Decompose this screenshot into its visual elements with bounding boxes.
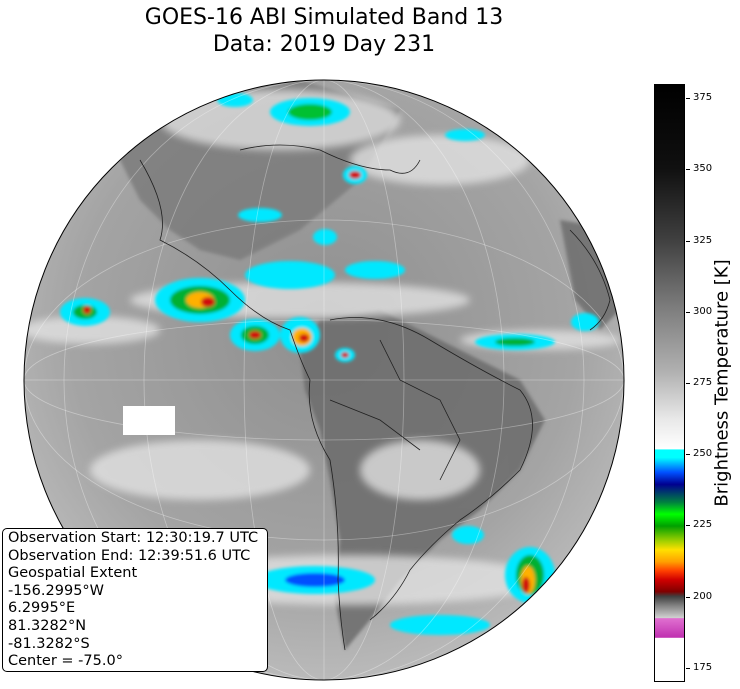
colorbar-tick-label: 175 <box>693 661 713 673</box>
obs-end-text: Observation End: 12:39:51.6 UTC <box>8 547 251 564</box>
colorbar-tick-label: 275 <box>693 377 713 388</box>
colorbar-tick-mark <box>686 667 690 669</box>
earth-disk-outline <box>23 79 625 681</box>
colorbar-tick-label: 300 <box>693 305 713 317</box>
colorbar-tick-label: 225 <box>693 519 713 531</box>
extent-label: Geospatial Extent <box>8 565 138 582</box>
title-line-2: Data: 2019 Day 231 <box>212 32 436 57</box>
missing-data-patch <box>123 406 175 435</box>
center-longitude: Center = -75.0° <box>8 653 123 670</box>
figure-title: GOES-16 ABI Simulated Band 13 Data: 2019… <box>0 4 648 58</box>
colorbar-tick-mark <box>686 240 690 242</box>
colorbar-tick-mark <box>686 596 690 598</box>
obs-start-text: Observation Start: 12:30:19.7 UTC <box>8 530 259 546</box>
extent-north: 81.3282°N <box>8 617 87 634</box>
colorbar <box>654 84 685 682</box>
observation-info-box: Observation Start: 12:30:19.7 UTC Observ… <box>2 528 268 672</box>
extent-west: -156.2995°W <box>8 582 105 599</box>
colorbar-tick-mark <box>686 454 690 456</box>
colorbar-tick-mark <box>686 525 690 527</box>
colorbar-tick-label: 250 <box>693 448 713 460</box>
colorbar-tick-mark <box>686 311 690 313</box>
colorbar-tick-mark <box>686 383 690 384</box>
colorbar-tick-label: 325 <box>693 234 713 246</box>
colorbar-tick-label: 200 <box>693 590 713 602</box>
colorbar-tick-mark <box>686 169 690 171</box>
title-line-1: GOES-16 ABI Simulated Band 13 <box>144 5 504 30</box>
colorbar-tick-label: 375 <box>693 92 713 104</box>
colorbar-tick-label: 350 <box>693 163 713 175</box>
colorbar-tick-mark <box>686 98 690 100</box>
extent-east: 6.2995°E <box>8 600 76 617</box>
colorbar-label: Brightness Temperature [K] <box>711 259 733 507</box>
earth-disk-map <box>23 79 625 681</box>
extent-south: -81.3282°S <box>8 635 90 652</box>
